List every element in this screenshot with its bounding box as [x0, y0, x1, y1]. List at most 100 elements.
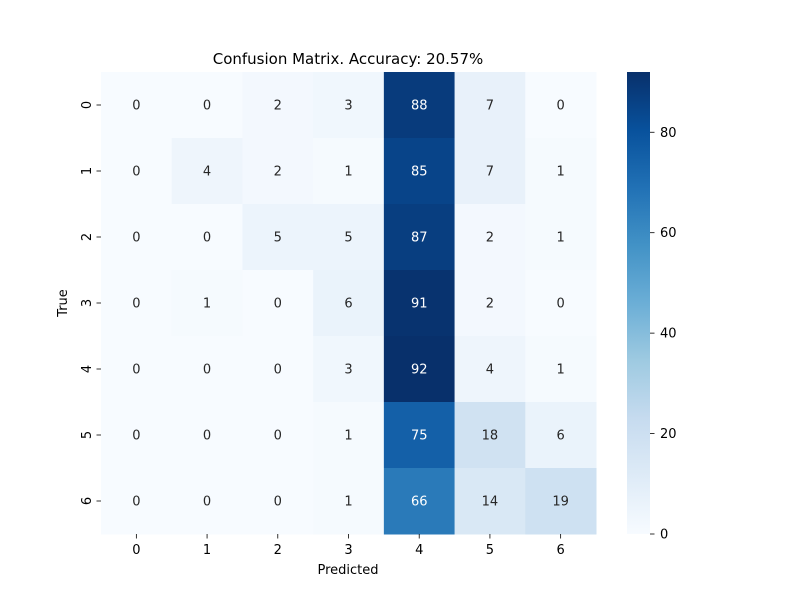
heatmap-cell-1-2: [242, 138, 314, 205]
cell-value-0-3: 3: [344, 99, 352, 114]
cell-value-3-6: 0: [557, 297, 565, 312]
cell-value-3-4: 91: [411, 297, 428, 312]
heatmap-cell-1-6: [525, 138, 597, 205]
cell-value-2-0: 0: [132, 231, 140, 246]
cell-value-2-6: 1: [557, 231, 565, 246]
heatmap-cell-3-4: [383, 270, 456, 337]
heatmap-cell-3-3: [313, 270, 385, 337]
cell-value-6-0: 0: [132, 495, 140, 510]
cell-value-3-0: 0: [132, 297, 140, 312]
cell-value-0-4: 88: [411, 99, 428, 114]
cell-value-1-3: 1: [344, 165, 352, 180]
heatmap-cell-0-1: [171, 72, 243, 139]
cell-value-4-2: 0: [274, 363, 282, 378]
heatmap-cell-5-5: [454, 402, 526, 469]
y-tick-label-0: 0: [80, 101, 95, 109]
heatmap-cell-2-3: [313, 204, 385, 271]
cell-value-3-5: 2: [486, 297, 494, 312]
cell-value-3-3: 6: [344, 297, 352, 312]
colorbar-tick-label-80: 80: [660, 126, 677, 141]
x-tick-label-1: 1: [203, 543, 211, 558]
heatmap-cell-5-2: [242, 402, 314, 469]
heatmap-cell-5-3: [313, 402, 385, 469]
cell-value-5-5: 18: [482, 429, 499, 444]
heatmap-cell-5-4: [383, 402, 456, 469]
heatmap-cell-1-1: [171, 138, 243, 205]
heatmap-cell-3-1: [171, 270, 243, 337]
cell-value-0-1: 0: [203, 99, 211, 114]
cell-value-1-6: 1: [557, 165, 565, 180]
heatmap-cell-3-5: [454, 270, 526, 337]
cell-value-0-0: 0: [132, 99, 140, 114]
heatmap-cell-1-4: [383, 138, 456, 205]
cell-value-5-6: 6: [557, 429, 565, 444]
cell-value-5-4: 75: [411, 429, 428, 444]
cell-value-3-1: 1: [203, 297, 211, 312]
cell-value-4-6: 1: [557, 363, 565, 378]
chart-title: Confusion Matrix. Accuracy: 20.57%: [213, 50, 484, 68]
colorbar-gradient: [627, 72, 650, 534]
heatmap-cell-2-4: [383, 204, 456, 271]
cell-value-6-2: 0: [274, 495, 282, 510]
x-tick-label-2: 2: [274, 543, 282, 558]
colorbar-tick-label-60: 60: [660, 226, 677, 241]
heatmap-cell-1-0: [101, 138, 173, 205]
x-axis-label: Predicted: [317, 563, 378, 578]
cell-value-2-3: 5: [344, 231, 352, 246]
heatmap-cell-1-5: [454, 138, 526, 205]
cell-value-1-2: 2: [274, 165, 282, 180]
colorbar-ticks: 0 20 40 60 80: [650, 126, 677, 543]
x-tick-label-6: 6: [557, 543, 565, 558]
colorbar-tick-label-20: 20: [660, 427, 677, 442]
x-tick-label-4: 4: [415, 543, 423, 558]
heatmap-cell-2-0: [101, 204, 173, 271]
cell-value-6-5: 14: [482, 495, 499, 510]
cell-value-6-3: 1: [344, 495, 352, 510]
cell-value-4-0: 0: [132, 363, 140, 378]
heatmap-cell-0-2: [242, 72, 314, 139]
cell-value-5-3: 1: [344, 429, 352, 444]
heatmap-cell-2-6: [525, 204, 597, 271]
colorbar: 0 20 40 60 80: [627, 72, 677, 543]
cell-value-6-4: 66: [411, 495, 428, 510]
heatmap-cell-2-2: [242, 204, 314, 271]
cell-value-5-1: 0: [203, 429, 211, 444]
heatmap-cell-0-0: [101, 72, 173, 139]
cell-labels: 0 0 2 3 88 7 0 0 4 2 1 85 7 1 0 0 5 5 87 2 1 0 1 0 6 91 2 0 0 0 0 3 92 4 1…: [132, 99, 569, 510]
cell-value-5-0: 0: [132, 429, 140, 444]
x-tick-label-3: 3: [344, 543, 352, 558]
x-axis: 0 1 2 3 4 5 6: [132, 534, 565, 558]
y-tick-label-2: 2: [80, 233, 95, 241]
cell-value-4-3: 3: [344, 363, 352, 378]
heatmap-cell-1-3: [313, 138, 385, 205]
heatmap-cell-5-1: [171, 402, 243, 469]
cell-value-6-1: 0: [203, 495, 211, 510]
x-tick-label-0: 0: [132, 543, 140, 558]
y-axis: 0 1 2 3 4 5 6: [80, 101, 101, 505]
y-tick-label-1: 1: [80, 167, 95, 175]
heatmap-cell-4-1: [171, 336, 243, 403]
cell-value-2-5: 2: [486, 231, 494, 246]
heatmap-cell-6-4: [383, 468, 456, 535]
heatmap-cell-5-0: [101, 402, 173, 469]
y-tick-label-6: 6: [80, 497, 95, 505]
cell-value-1-0: 0: [132, 165, 140, 180]
cell-value-1-4: 85: [411, 165, 428, 180]
cell-value-2-4: 87: [411, 231, 428, 246]
cell-value-0-5: 7: [486, 99, 494, 114]
y-tick-label-5: 5: [80, 431, 95, 439]
cell-value-4-5: 4: [486, 363, 494, 378]
heatmap-cell-4-5: [454, 336, 526, 403]
heatmap-cell-6-2: [242, 468, 314, 535]
cell-value-1-5: 7: [486, 165, 494, 180]
heatmap-cell-4-4: [383, 336, 456, 403]
cell-value-4-1: 0: [203, 363, 211, 378]
cell-value-2-2: 5: [274, 231, 282, 246]
heatmap-cell-2-1: [171, 204, 243, 271]
x-tick-label-5: 5: [486, 543, 494, 558]
heatmap-cell-0-6: [525, 72, 597, 139]
cell-value-4-4: 92: [411, 363, 428, 378]
heatmap-cell-5-6: [525, 402, 597, 469]
